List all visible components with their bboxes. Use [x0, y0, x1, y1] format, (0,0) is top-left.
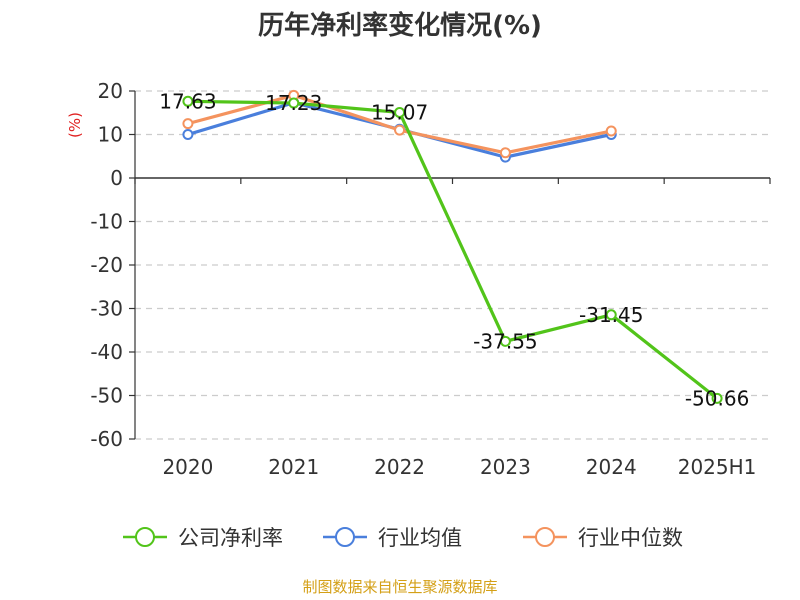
axes: 20 10 0 -10 -20 -30 -40 -50 -60 2020 2021 2022 2023 2…	[90, 79, 771, 479]
x-tick-label: 2021	[268, 455, 319, 479]
legend: 公司净利率 行业均值 行业中位数	[123, 526, 683, 550]
x-tick-label: 2022	[374, 455, 425, 479]
legend-item[interactable]: 行业中位数	[523, 526, 683, 550]
y-tick-label: 0	[110, 166, 123, 190]
y-tick-label: -50	[90, 384, 123, 408]
data-point	[499, 335, 511, 347]
x-tick-label: 2025H1	[678, 455, 757, 479]
data-point	[394, 106, 406, 118]
data-label: -31.45	[579, 303, 643, 327]
data-point	[605, 125, 617, 137]
y-tick-label: -60	[90, 427, 123, 451]
x-tick-label: 2024	[586, 455, 637, 479]
data-point	[394, 124, 406, 136]
data-point	[605, 309, 617, 321]
data-point	[499, 147, 511, 159]
data-point	[182, 95, 194, 107]
legend-circle-icon	[335, 527, 355, 547]
legend-item[interactable]: 公司净利率	[123, 526, 283, 550]
y-tick-label: -20	[90, 253, 123, 277]
series-lines	[182, 89, 723, 404]
data-label: -37.55	[473, 329, 537, 353]
y-tick-label: -30	[90, 297, 123, 321]
data-point	[711, 392, 723, 404]
y-axis-label: (%)	[66, 112, 84, 138]
data-point	[182, 129, 194, 140]
data-point	[182, 118, 194, 130]
legend-item[interactable]: 行业均值	[323, 526, 462, 550]
data-label: -50.66	[685, 386, 749, 410]
data-point	[288, 97, 300, 109]
y-tick-label: -40	[90, 340, 123, 364]
y-tick-label: 20	[98, 79, 123, 103]
legend-label: 公司净利率	[178, 526, 283, 550]
y-tick-label: -10	[90, 210, 123, 234]
data-label: 17.23	[265, 91, 322, 115]
y-tick-label: 10	[98, 123, 123, 147]
legend-label: 行业均值	[378, 526, 462, 550]
series-line	[187, 99, 719, 400]
legend-label: 行业中位数	[578, 526, 683, 550]
legend-circle-icon	[135, 527, 155, 547]
data-label: 17.63	[159, 89, 216, 113]
grid-lines	[135, 90, 770, 440]
data-labels: 17.63 17.23 15.07 -37.55 -31.45 -50.66	[159, 89, 749, 410]
source-note: 制图数据来自恒生聚源数据库	[302, 578, 497, 596]
x-tick-label: 2020	[162, 455, 213, 479]
x-tick-label: 2023	[480, 455, 531, 479]
legend-circle-icon	[535, 527, 555, 547]
chart-title: 历年净利率变化情况(%)	[258, 10, 542, 41]
data-label: 15.07	[371, 100, 428, 124]
